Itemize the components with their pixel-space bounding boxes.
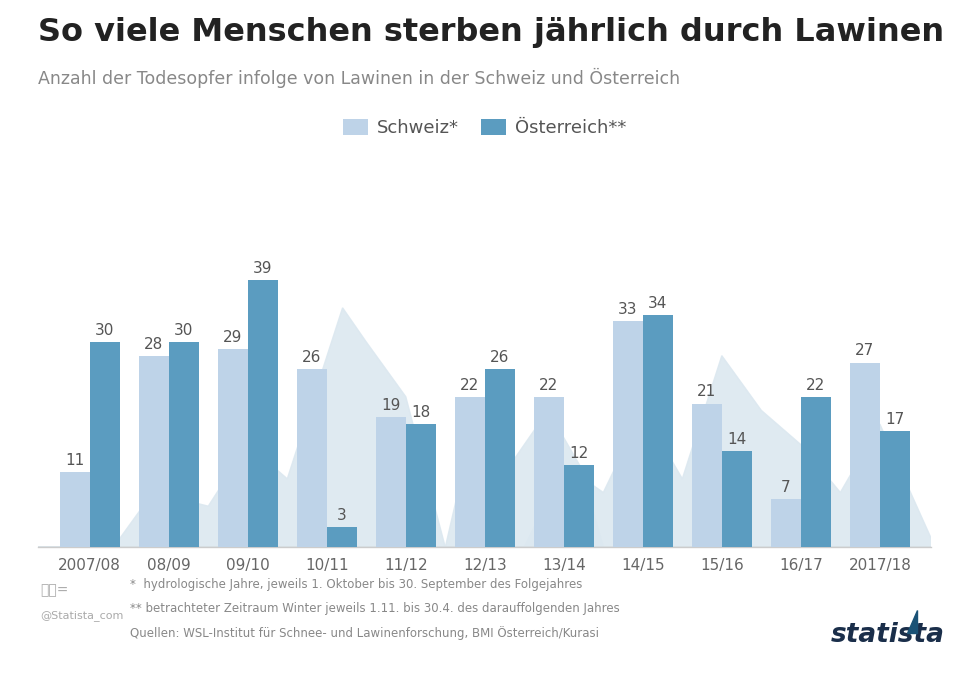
Text: 3: 3 (337, 508, 347, 523)
Bar (771, 499, 801, 547)
Text: Anzahl der Todesopfer infolge von Lawinen in der Schweiz und Österreich: Anzahl der Todesopfer infolge von Lawine… (38, 68, 681, 88)
Polygon shape (406, 356, 935, 547)
Text: 39: 39 (253, 261, 273, 276)
Text: 19: 19 (381, 398, 400, 413)
Bar (248, 280, 277, 547)
Text: 22: 22 (460, 378, 479, 393)
Bar (169, 342, 199, 547)
Text: 33: 33 (618, 302, 637, 317)
Bar (534, 397, 564, 547)
Bar (643, 315, 673, 547)
Text: 27: 27 (855, 343, 875, 358)
Text: 7: 7 (781, 480, 791, 495)
Text: Quellen: WSL-Institut für Schnee- und Lawinenforschung, BMI Österreich/Kurasi: Quellen: WSL-Institut für Schnee- und La… (130, 626, 599, 640)
Bar (139, 356, 169, 547)
Text: statista: statista (830, 622, 945, 648)
Text: 29: 29 (223, 330, 243, 345)
Bar (692, 404, 722, 547)
Text: So viele Menschen sterben jährlich durch Lawinen: So viele Menschen sterben jährlich durch… (38, 17, 945, 48)
Text: 30: 30 (174, 323, 194, 338)
Text: 17: 17 (885, 412, 904, 427)
Text: 28: 28 (144, 337, 163, 352)
Bar (406, 424, 436, 547)
Text: 22: 22 (540, 378, 559, 393)
Bar (850, 363, 880, 547)
Bar (326, 527, 357, 547)
Text: 11: 11 (65, 453, 84, 468)
Polygon shape (35, 308, 445, 547)
Text: 12: 12 (569, 446, 588, 461)
Bar (218, 349, 248, 547)
Text: ** betrachteter Zeitraum Winter jeweils 1.11. bis 30.4. des darauffolgenden Jahr: ** betrachteter Zeitraum Winter jeweils … (130, 602, 619, 615)
Text: 34: 34 (648, 295, 667, 311)
Text: 14: 14 (728, 432, 747, 447)
Bar (89, 342, 120, 547)
Text: *  hydrologische Jahre, jeweils 1. Oktober bis 30. September des Folgejahres: * hydrologische Jahre, jeweils 1. Oktobe… (130, 578, 582, 591)
Bar (564, 465, 594, 547)
Text: 30: 30 (95, 323, 114, 338)
Text: 22: 22 (806, 378, 826, 393)
Text: 26: 26 (302, 350, 322, 365)
Text: 26: 26 (491, 350, 510, 365)
Text: Ⓒⓘ=: Ⓒⓘ= (40, 583, 69, 596)
Bar (485, 369, 515, 547)
Bar (455, 397, 485, 547)
Text: 21: 21 (697, 384, 716, 399)
Text: @Statista_com: @Statista_com (40, 610, 124, 621)
Text: 18: 18 (411, 405, 430, 420)
Bar (801, 397, 830, 547)
Bar (297, 369, 326, 547)
Bar (612, 321, 643, 547)
Bar (880, 431, 910, 547)
Polygon shape (390, 410, 603, 547)
Bar (375, 417, 406, 547)
Bar (60, 472, 89, 547)
Legend: Schweiz*, Österreich**: Schweiz*, Österreich** (343, 119, 627, 137)
Bar (722, 451, 752, 547)
